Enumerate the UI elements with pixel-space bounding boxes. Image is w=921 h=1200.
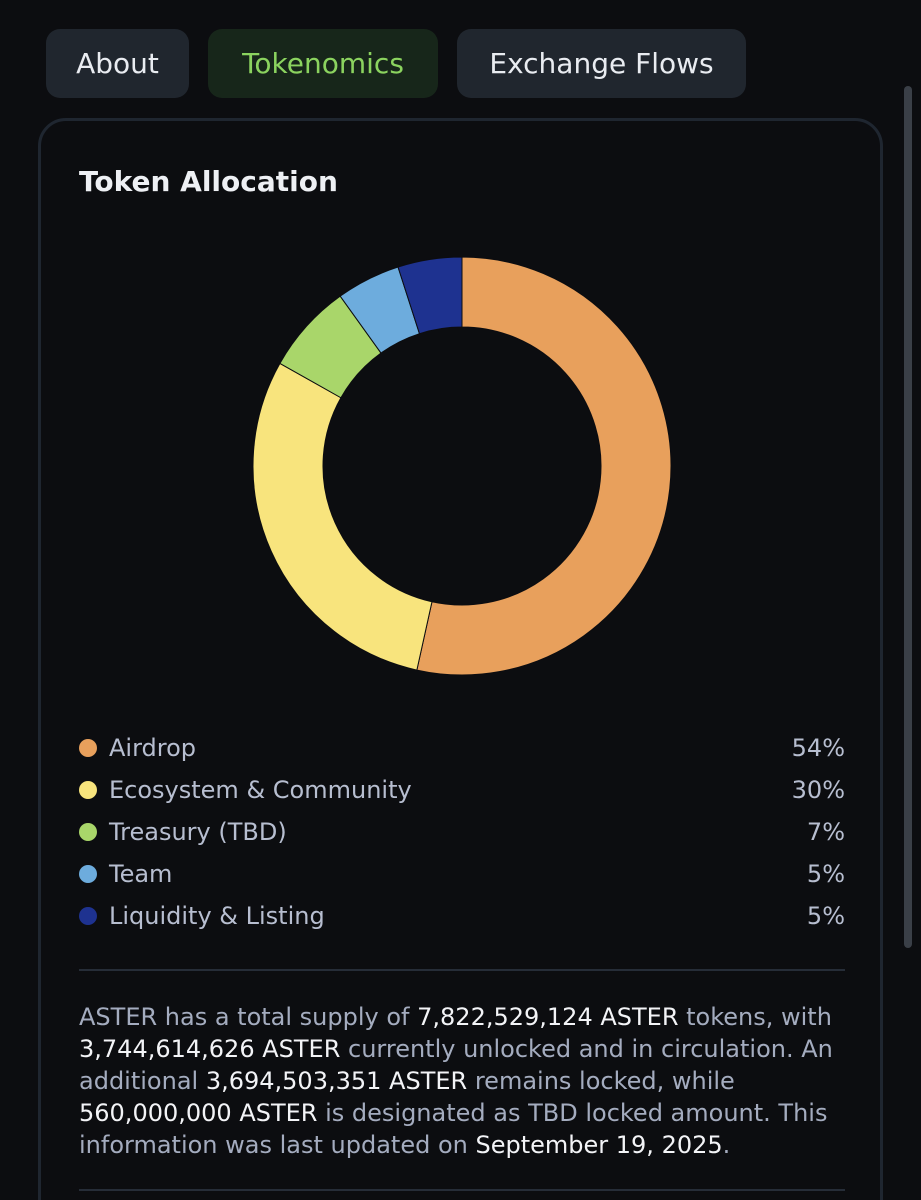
legend-label: Treasury (TBD) [109, 818, 287, 846]
legend-item: Treasury (TBD) 7% [79, 811, 845, 853]
legend-label: Liquidity & Listing [109, 902, 325, 930]
legend-value: 7% [806, 818, 845, 846]
legend-value: 30% [791, 776, 845, 804]
legend-swatch-icon [79, 781, 97, 799]
legend-label: Team [109, 860, 173, 888]
summary-text: tokens, with [678, 1003, 832, 1031]
divider [79, 1189, 845, 1191]
token-allocation-card: Token Allocation Airdrop 54% Ecosystem & C… [38, 118, 883, 1200]
locked-supply-value: 3,694,503,351 ASTER [205, 1067, 468, 1095]
summary-text: remains locked, while [467, 1067, 735, 1095]
legend-swatch-icon [79, 865, 97, 883]
legend-item: Airdrop 54% [79, 727, 845, 769]
tab-about[interactable]: About [46, 29, 189, 98]
divider [79, 969, 845, 971]
legend-item: Ecosystem & Community 30% [79, 769, 845, 811]
last-updated-date: September 19, 2025 [475, 1131, 723, 1159]
donut-slice-airdrop[interactable] [416, 256, 672, 676]
summary-text: ASTER has a total supply of [79, 1003, 418, 1031]
legend-value: 5% [806, 902, 845, 930]
unlocked-supply-value: 3,744,614,626 ASTER [79, 1035, 341, 1063]
supply-summary: ASTER has a total supply of 7,822,529,12… [79, 1001, 849, 1161]
legend-label: Airdrop [109, 734, 197, 762]
legend-value: 54% [791, 734, 845, 762]
legend-value: 5% [806, 860, 845, 888]
tbd-locked-value: 560,000,000 ASTER [79, 1099, 318, 1127]
chart-legend: Airdrop 54% Ecosystem & Community 30% Treasu… [79, 727, 845, 937]
legend-item: Liquidity & Listing 5% [79, 895, 845, 937]
legend-swatch-icon [79, 739, 97, 757]
legend-swatch-icon [79, 907, 97, 925]
tab-bar: About Tokenomics Exchange Flows [46, 29, 746, 98]
legend-item: Team 5% [79, 853, 845, 895]
legend-label: Ecosystem & Community [109, 776, 412, 804]
legend-swatch-icon [79, 823, 97, 841]
donut-slice-ecosystem-community[interactable] [252, 362, 433, 671]
card-title: Token Allocation [79, 165, 338, 198]
tab-exchange-flows[interactable]: Exchange Flows [457, 29, 746, 98]
page-scrollbar[interactable] [904, 86, 912, 948]
donut-slice-liquidity-listing[interactable] [397, 256, 463, 335]
summary-text: is designated as TBD locked amount. This… [79, 1099, 828, 1159]
tab-tokenomics[interactable]: Tokenomics [208, 29, 438, 98]
allocation-donut-chart [252, 256, 672, 676]
total-supply-value: 7,822,529,124 ASTER [417, 1003, 679, 1031]
summary-text: currently unlocked and in circulation. A… [79, 1035, 833, 1095]
summary-text: . [722, 1131, 731, 1159]
